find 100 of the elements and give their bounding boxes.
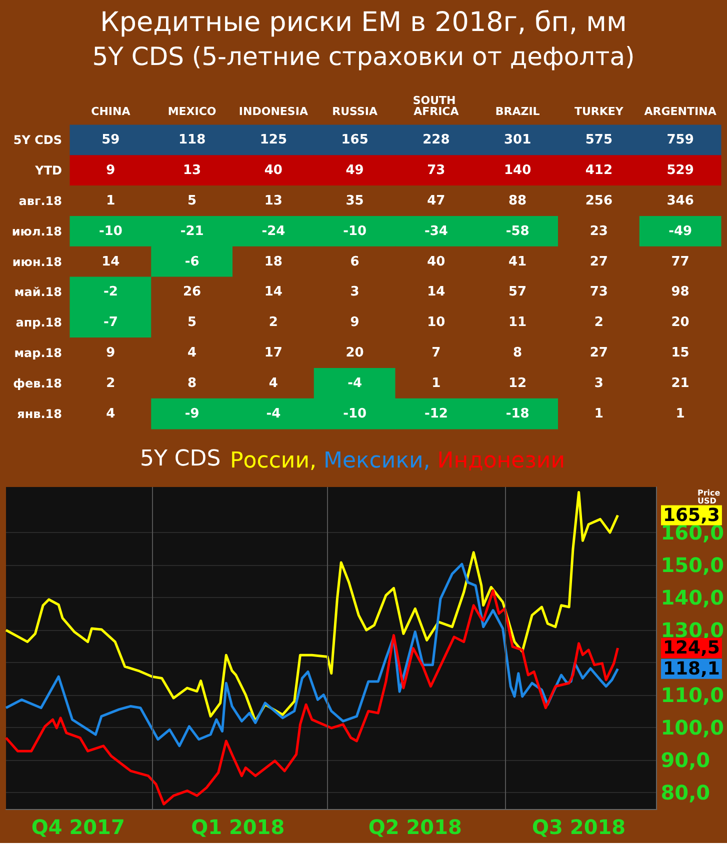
data-label: -10 <box>98 224 122 239</box>
line-series <box>4 490 620 722</box>
data-label: 2 <box>268 315 278 330</box>
data-label: 26 <box>183 284 202 300</box>
y-tick-label: июн.18 <box>12 254 62 269</box>
data-label: 4 <box>268 376 278 391</box>
data-label: -34 <box>424 224 448 239</box>
data-label: -4 <box>348 376 362 391</box>
data-label: 529 <box>666 163 694 178</box>
data-label: -2 <box>103 284 118 300</box>
text: России, <box>230 448 317 474</box>
x-tick-label: BRAZIL <box>495 105 540 118</box>
data-label: 13 <box>264 194 282 208</box>
data-label: 4 <box>188 346 197 360</box>
data-label: 9 <box>106 163 116 178</box>
data-label: 8 <box>188 376 197 391</box>
data-label: -49 <box>668 224 692 239</box>
data-label: 301 <box>504 132 532 148</box>
data-label: 346 <box>666 194 694 208</box>
data-label: 1 <box>432 376 441 391</box>
data-label: 9 <box>106 346 116 360</box>
data-label: -6 <box>184 254 200 270</box>
x-tick-label: Q4 2017 <box>31 815 125 839</box>
data-label: 5 <box>188 194 197 208</box>
data-label: -21 <box>180 224 204 239</box>
y-tick-label: янв.18 <box>17 406 62 421</box>
y-tick-label: 150,0 <box>660 553 724 578</box>
x-tick-label: INDONESIA <box>238 105 308 118</box>
x-tick-label: SOUTH AFRICA <box>412 94 460 118</box>
data-label: 412 <box>585 163 613 178</box>
data-label: 14 <box>427 284 446 300</box>
data-label: 12 <box>508 376 527 391</box>
text: Price USD <box>697 488 724 506</box>
data-label: -24 <box>262 224 286 239</box>
y-tick-label: 110,0 <box>660 683 724 708</box>
data-label: 10 <box>427 315 446 330</box>
data-label: 15 <box>671 346 690 360</box>
data-label: -12 <box>424 406 448 422</box>
data-label: 1 <box>676 406 685 422</box>
y-tick-label: апр.18 <box>16 316 62 330</box>
chart-title: Кредитные риски EM в 2018г, бп, мм <box>100 7 627 38</box>
x-tick-label: ARGENTINA <box>644 105 717 118</box>
text: Мексики, <box>324 448 430 474</box>
data-label: -7 <box>103 315 118 330</box>
data-label: 98 <box>671 284 690 300</box>
data-label: 59 <box>102 132 120 148</box>
data-label: 20 <box>346 346 364 360</box>
data-label: 35 <box>346 194 364 208</box>
x-tick-label: RUSSIA <box>332 105 378 118</box>
data-label: 1 <box>594 406 604 422</box>
data-label: 49 <box>346 163 364 178</box>
data-label: 3 <box>594 376 604 391</box>
data-label: -4 <box>266 406 281 422</box>
data-label: 27 <box>590 346 608 360</box>
data-label: 14 <box>264 284 282 300</box>
data-label: -10 <box>343 224 367 239</box>
data-label: 77 <box>671 254 690 270</box>
y-tick-label: фев.18 <box>13 376 62 390</box>
data-label: -18 <box>506 406 530 422</box>
data-label: 21 <box>671 376 690 391</box>
x-tick-label: TURKEY <box>574 105 624 118</box>
chart-subtitle: 5Y CDS (5-летние страховки от дефолта) <box>92 42 635 71</box>
y-tick-label: 140,0 <box>660 586 724 610</box>
y-tick-label: 80,0 <box>660 780 710 805</box>
data-label: 759 <box>666 132 694 148</box>
y-tick-label: 100,0 <box>660 716 724 740</box>
data-label: 8 <box>513 346 522 360</box>
x-tick-label: CHINA <box>91 105 131 118</box>
data-label: 40 <box>427 254 446 270</box>
data-label: -58 <box>506 224 530 239</box>
data-label: 140 <box>504 163 532 178</box>
data-label: 165 <box>341 132 368 148</box>
data-label: 228 <box>422 132 450 148</box>
data-label: 125 <box>260 132 288 148</box>
data-label: 13 <box>183 163 202 178</box>
line-series <box>4 589 620 806</box>
data-label: -10 <box>343 406 367 422</box>
data-label: 7 <box>432 346 441 360</box>
data-label: 3 <box>350 284 360 300</box>
data-label: 1 <box>106 194 116 208</box>
y-tick-label: 5Y CDS <box>13 133 62 148</box>
data-label: 41 <box>508 254 527 270</box>
data-label: 5 <box>188 315 197 330</box>
data-label: 23 <box>590 224 608 239</box>
data-label: 4 <box>106 406 116 422</box>
data-label: 256 <box>585 194 613 208</box>
y-tick-label: авг.18 <box>18 194 62 208</box>
data-label: 47 <box>427 194 446 208</box>
annotation: 118,1 <box>663 658 720 680</box>
data-label: 6 <box>350 254 360 270</box>
y-tick-label: май.18 <box>14 285 62 300</box>
data-label: 575 <box>585 132 613 148</box>
data-label: 27 <box>590 254 608 270</box>
y-tick-label: 90,0 <box>660 748 710 772</box>
x-tick-label: Q2 2018 <box>368 815 462 839</box>
data-label: 2 <box>594 315 604 330</box>
line-series <box>4 562 620 748</box>
data-label: 9 <box>350 315 360 330</box>
data-label: 73 <box>427 163 446 178</box>
data-label: 73 <box>590 284 608 300</box>
